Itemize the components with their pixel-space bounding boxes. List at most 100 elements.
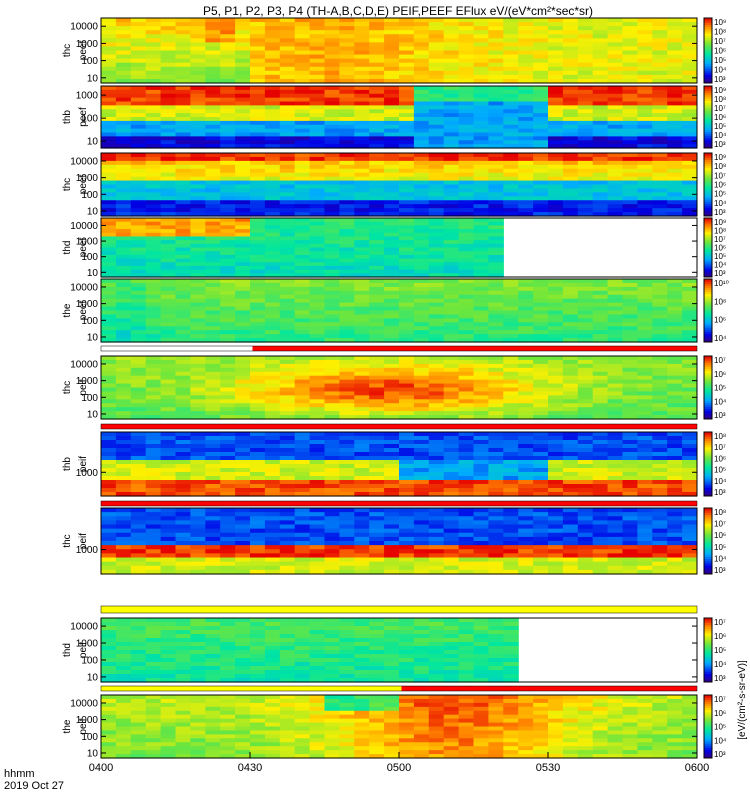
colorbar-segment xyxy=(704,67,712,71)
spectrogram-cell xyxy=(622,415,638,420)
y-tick-label: 10 xyxy=(87,73,99,84)
spectrogram-cell xyxy=(160,363,177,369)
spectrogram-cell xyxy=(384,212,400,217)
spectrogram-cell xyxy=(458,375,475,381)
spectrogram-cell xyxy=(667,42,683,48)
spectrogram-cell xyxy=(488,302,504,308)
spectrogram-cell xyxy=(637,306,653,312)
spectrogram-cell xyxy=(607,314,624,319)
spectrogram-cell xyxy=(145,476,162,481)
spectrogram-cell xyxy=(667,294,683,300)
spectrogram-cell xyxy=(384,314,400,319)
spectrogram-cell xyxy=(309,286,326,292)
spectrogram-cell xyxy=(264,565,281,571)
spectrogram-cell xyxy=(264,192,281,197)
spectrogram-cell xyxy=(354,50,370,56)
spectrogram-cell xyxy=(130,557,147,563)
spectrogram-cell xyxy=(682,58,697,64)
spectrogram-cell xyxy=(592,136,609,141)
spectrogram-cell xyxy=(130,367,147,373)
spectrogram-cell xyxy=(369,298,385,304)
spectrogram-cell xyxy=(130,38,147,43)
spectrogram-cell xyxy=(235,156,251,162)
spectrogram-cell xyxy=(264,302,281,308)
spectrogram-cell xyxy=(145,326,162,331)
spectrogram-cell xyxy=(622,93,638,99)
spectrogram-cell xyxy=(607,444,624,449)
spectrogram-cell xyxy=(577,298,594,304)
spectrogram-cell xyxy=(130,520,147,526)
spectrogram-cell xyxy=(488,318,504,323)
spectrogram-cell xyxy=(533,109,549,114)
spectrogram-cell xyxy=(205,140,221,145)
spectrogram-cell xyxy=(607,164,624,170)
spectrogram-cell xyxy=(115,136,132,141)
spectrogram-cell xyxy=(607,66,624,72)
spectrogram-cell xyxy=(115,448,132,453)
colorbar-tick-label: 10⁶ xyxy=(714,316,726,325)
spectrogram-cell xyxy=(413,192,430,197)
spectrogram-cell xyxy=(533,403,549,408)
spectrogram-cell xyxy=(428,480,445,485)
spectrogram-cell xyxy=(503,436,519,441)
spectrogram-cell xyxy=(190,371,206,377)
spectrogram-cell xyxy=(115,444,132,449)
spectrogram-cell xyxy=(607,306,624,312)
spectrogram-cell xyxy=(250,105,266,110)
spectrogram-cell xyxy=(264,156,281,162)
spectrogram-cell xyxy=(279,176,296,182)
spectrogram-cell xyxy=(130,200,147,205)
spectrogram-cell xyxy=(473,22,489,27)
spectrogram-cell xyxy=(548,188,564,193)
spectrogram-cell xyxy=(667,383,683,389)
spectrogram-cell xyxy=(294,66,311,72)
spectrogram-cell xyxy=(309,120,326,126)
spectrogram-cell xyxy=(175,322,191,327)
colorbar-segment xyxy=(704,135,712,139)
spectrogram-cell xyxy=(637,54,653,60)
spectrogram-cell xyxy=(428,516,445,521)
spectrogram-cell xyxy=(324,464,340,469)
spectrogram-cell xyxy=(190,208,206,213)
spectrogram-cell xyxy=(175,188,191,193)
spectrogram-cell xyxy=(324,492,340,497)
spectrogram-cell xyxy=(384,50,400,56)
spectrogram-cell xyxy=(667,78,683,84)
spectrogram-cell xyxy=(205,432,221,437)
spectrogram-cell xyxy=(667,302,683,308)
spectrogram-cell xyxy=(622,302,638,308)
spectrogram-cell xyxy=(667,22,683,27)
spectrogram-cell xyxy=(533,391,549,396)
spectrogram-cell xyxy=(443,26,460,31)
spectrogram-cell xyxy=(384,124,400,130)
spectrogram-cell xyxy=(577,375,594,381)
spectrogram-cell xyxy=(577,282,594,288)
spectrogram-cell xyxy=(682,448,697,453)
spectrogram-cell xyxy=(354,367,370,373)
spectrogram-cell xyxy=(473,117,489,122)
spectrogram-cell xyxy=(413,484,430,489)
spectrogram-cell xyxy=(250,144,266,149)
spectrogram-cell xyxy=(115,286,132,292)
spectrogram-cell xyxy=(145,330,162,335)
spectrogram-cell xyxy=(592,132,609,137)
spectrogram-cell xyxy=(533,294,549,300)
spectrogram-cell xyxy=(488,240,504,245)
spectrogram-cell xyxy=(205,180,221,186)
spectrogram-cell xyxy=(294,38,311,43)
spectrogram-cell xyxy=(682,89,697,95)
spectrogram-cell xyxy=(413,184,430,190)
spectrogram-cell xyxy=(130,516,147,521)
spectrogram-cell xyxy=(264,322,281,327)
spectrogram-cell xyxy=(503,480,519,485)
spectrogram-cell xyxy=(220,251,236,256)
spectrogram-cell xyxy=(309,70,326,76)
spectrogram-cell xyxy=(488,407,504,412)
spectrogram-cell xyxy=(130,93,147,99)
spectrogram-cell xyxy=(235,46,251,52)
spectrogram-cell xyxy=(592,460,609,465)
spectrogram-cell xyxy=(682,168,697,174)
spectrogram-cell xyxy=(413,144,430,149)
spectrogram-cell xyxy=(250,192,266,197)
spectrogram-cell xyxy=(399,243,415,249)
